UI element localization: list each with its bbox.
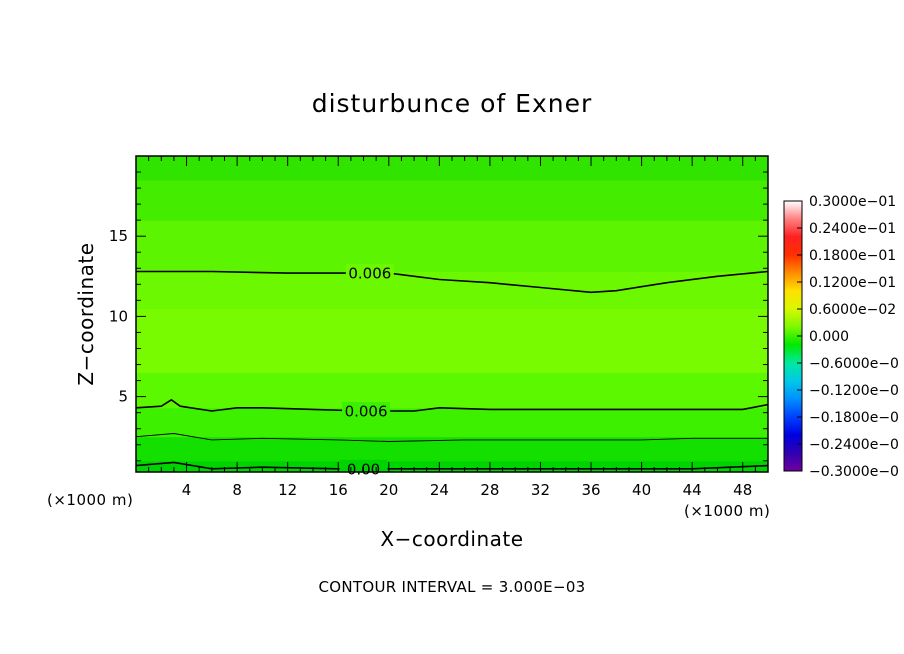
colorbar-label: −0.6000e−0: [809, 356, 899, 372]
x-tick-label: 28: [480, 481, 499, 499]
contour-label-bg-3: [339, 459, 388, 472]
x-tick-label: 44: [683, 481, 702, 499]
fill-band-4: [136, 372, 768, 409]
chart-title: disturbunce of Exner: [312, 89, 593, 118]
colorbar-ticks: [797, 200, 802, 472]
colorbar-label: 0.1800e−01: [809, 248, 896, 264]
x-tick-label: 32: [531, 481, 550, 499]
y-axis-ticks: 5 10 15: [109, 171, 768, 462]
contour-label-0: 0.006: [348, 265, 391, 283]
x-axis-label: X−coordinate: [380, 527, 523, 551]
fill-band-1: [136, 460, 768, 472]
x-axis-unit-left: (×1000 m): [47, 491, 133, 509]
contour-interval-note: CONTOUR INTERVAL = 3.000E−03: [318, 578, 585, 596]
y-tick-label: 5: [118, 388, 128, 406]
x-tick-label: 48: [733, 481, 752, 499]
fill-band-2: [136, 436, 768, 462]
colorbar: 0.3000e−01 0.2400e−01 0.1800e−01 0.1200e−01…: [783, 194, 899, 480]
contour-line-2: [136, 433, 768, 442]
colorbar-label: −0.1200e−0: [809, 383, 899, 399]
fill-band-3: [136, 407, 768, 438]
x-tick-label: 36: [581, 481, 600, 499]
plot-fill: [136, 156, 768, 472]
fill-band-6: [136, 271, 768, 309]
x-axis-unit-right: (×1000 m): [684, 502, 770, 520]
x-tick-label: 24: [430, 481, 449, 499]
colorbar-label: −0.1800e−0: [809, 410, 899, 426]
x-tick-label: 20: [379, 481, 398, 499]
x-axis-ticks: 4 8 12 16 20 24 28 32 36 40 44 48: [148, 156, 756, 499]
colorbar-label: 0.2400e−01: [809, 221, 896, 237]
colorbar-label: 0.000: [809, 329, 849, 345]
fill-band-7: [136, 220, 768, 272]
x-tick-label: 4: [182, 481, 192, 499]
colorbar-label: −0.2400e−0: [809, 437, 899, 453]
y-axis-label: Z−coordinate: [74, 242, 98, 385]
fill-band-5: [136, 308, 768, 374]
y-tick-label: 10: [109, 307, 128, 325]
colorbar-label: −0.3000e−0: [809, 464, 899, 480]
y-tick-label: 15: [109, 227, 128, 245]
fill-band-8: [136, 180, 768, 221]
colorbar-label: 0.1200e−01: [809, 275, 896, 291]
colorbar-label: 0.6000e−02: [809, 302, 896, 318]
contour-label-1: 0.006: [345, 403, 388, 421]
colorbar-labels: 0.3000e−01 0.2400e−01 0.1800e−01 0.1200e−01…: [809, 194, 899, 480]
x-tick-label: 12: [278, 481, 297, 499]
x-tick-label: 40: [632, 481, 651, 499]
contour-line-0: [136, 270, 768, 294]
x-tick-label: 8: [232, 481, 242, 499]
contour-label-bg-1: [342, 402, 391, 421]
x-tick-label: 16: [329, 481, 348, 499]
colorbar-label: 0.3000e−01: [809, 194, 896, 210]
contour-label-bg-0: [345, 264, 394, 283]
